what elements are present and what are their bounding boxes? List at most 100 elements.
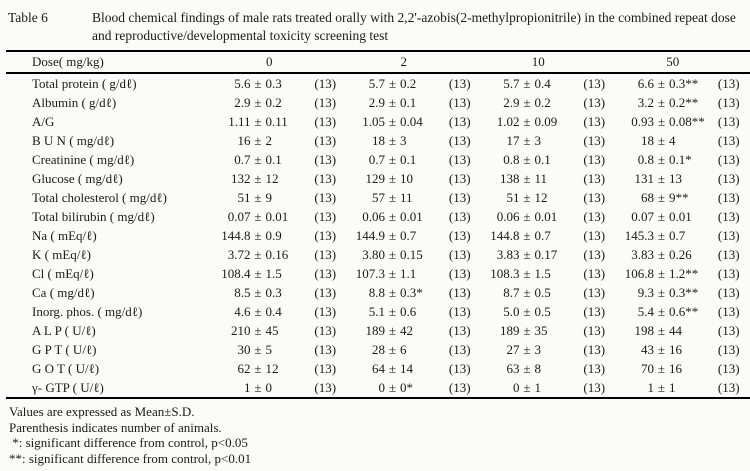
animal-count-cell: (13)	[314, 380, 337, 395]
mean-sd-cell: 0.07 ±0.01	[227, 209, 289, 224]
animal-count-cell: (13)	[448, 114, 471, 129]
mean-sd-cell: 18 ±3	[372, 133, 407, 148]
table-number: Table 6	[8, 10, 48, 25]
mean-sd-cell: 18 ±4	[641, 133, 676, 148]
mean-sd-cell: 5.7 ±0.2	[368, 76, 417, 91]
animal-count-cell: (13)	[314, 76, 337, 91]
row-label: Creatinine ( mg/dℓ)	[32, 152, 135, 167]
mean-sd-cell: 43 ±16	[641, 342, 682, 357]
animal-count-cell: (13)	[583, 266, 606, 281]
dose-col-10: 10	[481, 51, 616, 74]
mean-sd-cell: 70 ±16	[641, 361, 682, 376]
row-label: Albumin ( g/dℓ)	[32, 95, 117, 110]
mean-sd-cell: 0.8 ±0.1	[503, 152, 551, 167]
mean-sd-cell: 3.83 ±0.17	[496, 247, 558, 262]
mean-sd-cell: 189 ±35	[500, 323, 548, 338]
table-row: Ca ( mg/dℓ) 8.5 ±0.3 (13) 8.8 ±0.3* (13) 8.7 ±0.…	[6, 283, 750, 302]
animal-count-cell: (13)	[717, 285, 740, 300]
animal-count-cell: (13)	[583, 228, 606, 243]
mean-sd-cell: 131 ±13	[634, 171, 683, 186]
mean-sd-cell: 138 ±11	[500, 171, 548, 186]
animal-count-cell: (13)	[717, 323, 740, 338]
animal-count-cell: (13)	[717, 95, 740, 110]
mean-sd-cell: 6.6 ±0.3**	[637, 76, 699, 91]
dose-header-label: Dose( mg/kg)	[6, 51, 212, 74]
mean-sd-cell: 1 ±0	[244, 380, 272, 395]
mean-sd-cell: 51 ±9	[237, 190, 273, 205]
mean-sd-cell: 198 ±44	[634, 323, 683, 338]
row-label: Total bilirubin ( mg/dℓ)	[32, 209, 155, 224]
animal-count-cell: (13)	[448, 76, 471, 91]
row-label: γ- GTP ( U/ℓ)	[32, 380, 104, 395]
animal-count-cell: (13)	[583, 361, 606, 376]
row-label: Na ( mEq/ℓ)	[32, 228, 97, 243]
dose-col-0: 0	[212, 51, 347, 74]
animal-count-cell: (13)	[314, 209, 337, 224]
mean-sd-cell: 5.0 ±0.5	[503, 304, 551, 319]
animal-count-cell: (13)	[448, 95, 471, 110]
mean-sd-cell: 5.4 ±0.6**	[637, 304, 699, 319]
animal-count-cell: (13)	[717, 152, 740, 167]
row-label: Inorg. phos. ( mg/dℓ)	[32, 304, 143, 319]
animal-count-cell: (13)	[448, 171, 471, 186]
animal-count-cell: (13)	[448, 361, 471, 376]
animal-count-cell: (13)	[583, 247, 606, 262]
mean-sd-cell: 8.7 ±0.5	[503, 285, 551, 300]
animal-count-cell: (13)	[583, 114, 606, 129]
animal-count-cell: (13)	[448, 228, 471, 243]
mean-sd-cell: 8.5 ±0.3	[234, 285, 282, 300]
table-body: Total protein ( g/dℓ) 5.6 ±0.3 (13) 5.7 ±0.2 (…	[6, 73, 750, 398]
animal-count-cell: (13)	[717, 380, 740, 395]
mean-sd-cell: 4.6 ±0.4	[234, 304, 282, 319]
table-row: Glucose ( mg/dℓ) 132 ±12 (13) 129 ±10 (13) 138 ±…	[6, 169, 750, 188]
row-label: Total cholesterol ( mg/dℓ)	[32, 190, 167, 205]
mean-sd-cell: 0.06 ±0.01	[496, 209, 558, 224]
mean-sd-cell: 0.06 ±0.01	[362, 209, 423, 224]
row-label: G P T ( U/ℓ)	[32, 342, 97, 357]
mean-sd-cell: 3.2 ±0.2**	[637, 95, 699, 110]
animal-count-cell: (13)	[314, 323, 337, 338]
table-row: Inorg. phos. ( mg/dℓ) 4.6 ±0.4 (13) 5.1 ±0.6 (…	[6, 302, 750, 321]
table-row: γ- GTP ( U/ℓ) 1 ±0 (13) 0 ±0* (13) 0 ±1 (13) 1 ±1 (1…	[6, 378, 750, 398]
animal-count-cell: (13)	[448, 133, 471, 148]
mean-sd-cell: 57 ±11	[372, 190, 413, 205]
table-header: Dose( mg/kg) 0 2 10 50	[6, 51, 750, 74]
mean-sd-cell: 68 ±9**	[641, 190, 689, 205]
mean-sd-cell: 144.8 ±0.7	[490, 228, 551, 243]
animal-count-cell: (13)	[583, 380, 606, 395]
animal-count-cell: (13)	[314, 95, 337, 110]
table-row: Total cholesterol ( mg/dℓ) 51 ±9 (13) 57 ±11 (…	[6, 188, 750, 207]
animal-count-cell: (13)	[717, 133, 740, 148]
mean-sd-cell: 107.3 ±1.1	[355, 266, 417, 281]
footnote-parenthesis: Parenthesis indicates number of animals.	[9, 419, 222, 435]
animal-count-cell: (13)	[717, 209, 740, 224]
animal-count-cell: (13)	[314, 361, 337, 376]
mean-sd-cell: 1 ±1	[647, 380, 676, 395]
animal-count-cell: (13)	[583, 190, 606, 205]
animal-count-cell: (13)	[314, 133, 337, 148]
animal-count-cell: (13)	[314, 342, 337, 357]
animal-count-cell: (13)	[583, 285, 606, 300]
row-label: A/G	[32, 114, 55, 129]
animal-count-cell: (13)	[448, 247, 471, 262]
table-row: Total protein ( g/dℓ) 5.6 ±0.3 (13) 5.7 ±0.2 (…	[6, 73, 750, 93]
table-row: B U N ( mg/dℓ) 16 ±2 (13) 18 ±3 (13) 17 ±3 (13) 18…	[6, 131, 750, 150]
mean-sd-cell: 2.9 ±0.2	[503, 95, 551, 110]
animal-count-cell: (13)	[314, 190, 337, 205]
mean-sd-cell: 2.9 ±0.1	[368, 95, 417, 110]
animal-count-cell: (13)	[583, 152, 606, 167]
animal-count-cell: (13)	[583, 171, 606, 186]
mean-sd-cell: 17 ±3	[506, 133, 542, 148]
table-row: A/G 1.11 ±0.11 (13) 1.05 ±0.04 (13) 1.02 ±0.09 (1…	[6, 112, 750, 131]
dose-col-50: 50	[615, 51, 750, 74]
animal-count-cell: (13)	[717, 361, 740, 376]
mean-sd-cell: 129 ±10	[365, 171, 414, 186]
mean-sd-cell: 63 ±8	[506, 361, 542, 376]
mean-sd-cell: 16 ±2	[237, 133, 273, 148]
mean-sd-cell: 0.8 ±0.1*	[637, 152, 692, 167]
mean-sd-cell: 5.1 ±0.6	[368, 304, 417, 319]
mean-sd-cell: 1.11 ±0.11	[228, 114, 288, 129]
table-row: G O T ( U/ℓ) 62 ±12 (13) 64 ±14 (13) 63 ±8 (13) 70…	[6, 359, 750, 378]
mean-sd-cell: 0.93 ±0.08**	[631, 114, 705, 129]
mean-sd-cell: 51 ±12	[506, 190, 548, 205]
